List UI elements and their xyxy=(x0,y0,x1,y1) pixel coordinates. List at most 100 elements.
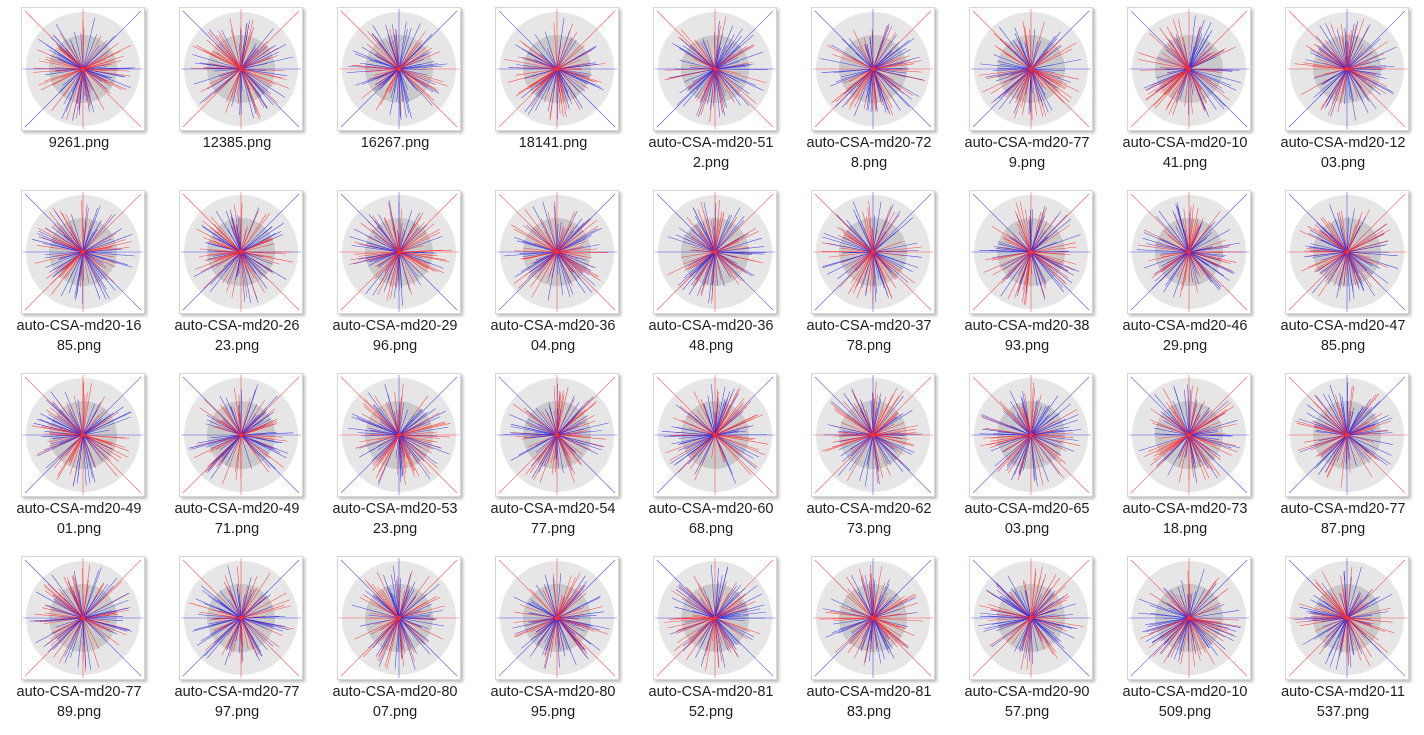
file-item[interactable]: auto-CSA-md20-47 85.png xyxy=(1264,183,1422,363)
image-thumbnail[interactable] xyxy=(21,556,145,680)
image-thumbnail[interactable] xyxy=(179,556,303,680)
file-name-label[interactable]: auto-CSA-md20-81 52.png xyxy=(634,682,788,722)
file-name-label[interactable]: 18141.png xyxy=(476,133,630,153)
file-item[interactable]: 12385.png xyxy=(158,0,316,180)
image-thumbnail[interactable] xyxy=(1127,556,1251,680)
image-thumbnail[interactable] xyxy=(21,190,145,314)
file-item[interactable]: auto-CSA-md20-37 78.png xyxy=(790,183,948,363)
image-thumbnail[interactable] xyxy=(969,7,1093,131)
file-name-label[interactable]: auto-CSA-md20-72 8.png xyxy=(792,133,946,173)
file-item[interactable]: auto-CSA-md20-36 04.png xyxy=(474,183,632,363)
file-item[interactable]: auto-CSA-md20-38 93.png xyxy=(948,183,1106,363)
image-thumbnail[interactable] xyxy=(179,190,303,314)
file-item[interactable]: auto-CSA-md20-49 71.png xyxy=(158,366,316,546)
file-item[interactable]: auto-CSA-md20-36 48.png xyxy=(632,183,790,363)
image-thumbnail[interactable] xyxy=(179,7,303,131)
file-name-label[interactable]: auto-CSA-md20-37 78.png xyxy=(792,316,946,356)
image-thumbnail[interactable] xyxy=(21,7,145,131)
file-item[interactable]: auto-CSA-md20-81 83.png xyxy=(790,549,948,729)
file-name-label[interactable]: auto-CSA-md20-80 95.png xyxy=(476,682,630,722)
file-name-label[interactable]: 12385.png xyxy=(160,133,314,153)
file-name-label[interactable]: auto-CSA-md20-26 23.png xyxy=(160,316,314,356)
image-thumbnail[interactable] xyxy=(811,556,935,680)
file-item[interactable]: 9261.png xyxy=(0,0,158,180)
file-name-label[interactable]: auto-CSA-md20-36 48.png xyxy=(634,316,788,356)
file-name-label[interactable]: auto-CSA-md20-54 77.png xyxy=(476,499,630,539)
image-thumbnail[interactable] xyxy=(1127,7,1251,131)
image-thumbnail[interactable] xyxy=(1285,373,1409,497)
image-thumbnail[interactable] xyxy=(969,190,1093,314)
file-name-label[interactable]: auto-CSA-md20-29 96.png xyxy=(318,316,472,356)
file-item[interactable]: auto-CSA-md20-77 89.png xyxy=(0,549,158,729)
file-item[interactable]: auto-CSA-md20-77 87.png xyxy=(1264,366,1422,546)
file-item[interactable]: auto-CSA-md20-11 537.png xyxy=(1264,549,1422,729)
file-item[interactable]: auto-CSA-md20-10 41.png xyxy=(1106,0,1264,180)
file-item[interactable]: 16267.png xyxy=(316,0,474,180)
file-item[interactable]: auto-CSA-md20-12 03.png xyxy=(1264,0,1422,180)
image-thumbnail[interactable] xyxy=(653,7,777,131)
file-name-label[interactable]: auto-CSA-md20-16 85.png xyxy=(2,316,156,356)
image-thumbnail[interactable] xyxy=(337,190,461,314)
file-name-label[interactable]: auto-CSA-md20-77 87.png xyxy=(1266,499,1420,539)
image-thumbnail[interactable] xyxy=(21,373,145,497)
file-item[interactable]: 18141.png xyxy=(474,0,632,180)
image-thumbnail[interactable] xyxy=(337,373,461,497)
image-thumbnail[interactable] xyxy=(495,556,619,680)
image-thumbnail[interactable] xyxy=(179,373,303,497)
file-item[interactable]: auto-CSA-md20-54 77.png xyxy=(474,366,632,546)
file-item[interactable]: auto-CSA-md20-10 509.png xyxy=(1106,549,1264,729)
file-item[interactable]: auto-CSA-md20-51 2.png xyxy=(632,0,790,180)
file-item[interactable]: auto-CSA-md20-80 07.png xyxy=(316,549,474,729)
image-thumbnail[interactable] xyxy=(1285,556,1409,680)
file-item[interactable]: auto-CSA-md20-73 18.png xyxy=(1106,366,1264,546)
file-item[interactable]: auto-CSA-md20-65 03.png xyxy=(948,366,1106,546)
image-thumbnail[interactable] xyxy=(653,190,777,314)
file-name-label[interactable]: auto-CSA-md20-47 85.png xyxy=(1266,316,1420,356)
file-name-label[interactable]: auto-CSA-md20-11 537.png xyxy=(1266,682,1420,722)
file-name-label[interactable]: auto-CSA-md20-51 2.png xyxy=(634,133,788,173)
file-item[interactable]: auto-CSA-md20-53 23.png xyxy=(316,366,474,546)
file-name-label[interactable]: auto-CSA-md20-73 18.png xyxy=(1108,499,1262,539)
image-thumbnail[interactable] xyxy=(495,373,619,497)
file-name-label[interactable]: auto-CSA-md20-77 89.png xyxy=(2,682,156,722)
file-item[interactable]: auto-CSA-md20-16 85.png xyxy=(0,183,158,363)
file-name-label[interactable]: auto-CSA-md20-77 97.png xyxy=(160,682,314,722)
image-thumbnail[interactable] xyxy=(811,190,935,314)
file-item[interactable]: auto-CSA-md20-60 68.png xyxy=(632,366,790,546)
file-name-label[interactable]: 16267.png xyxy=(318,133,472,153)
file-item[interactable]: auto-CSA-md20-29 96.png xyxy=(316,183,474,363)
file-item[interactable]: auto-CSA-md20-80 95.png xyxy=(474,549,632,729)
file-name-label[interactable]: auto-CSA-md20-77 9.png xyxy=(950,133,1104,173)
image-thumbnail[interactable] xyxy=(653,373,777,497)
file-item[interactable]: auto-CSA-md20-26 23.png xyxy=(158,183,316,363)
file-name-label[interactable]: auto-CSA-md20-12 03.png xyxy=(1266,133,1420,173)
file-item[interactable]: auto-CSA-md20-62 73.png xyxy=(790,366,948,546)
file-item[interactable]: auto-CSA-md20-72 8.png xyxy=(790,0,948,180)
file-item[interactable]: auto-CSA-md20-77 9.png xyxy=(948,0,1106,180)
file-name-label[interactable]: auto-CSA-md20-81 83.png xyxy=(792,682,946,722)
image-thumbnail[interactable] xyxy=(495,7,619,131)
image-thumbnail[interactable] xyxy=(1285,190,1409,314)
image-thumbnail[interactable] xyxy=(653,556,777,680)
image-thumbnail[interactable] xyxy=(811,7,935,131)
image-thumbnail[interactable] xyxy=(1127,373,1251,497)
image-thumbnail[interactable] xyxy=(969,373,1093,497)
file-name-label[interactable]: 9261.png xyxy=(2,133,156,153)
file-item[interactable]: auto-CSA-md20-81 52.png xyxy=(632,549,790,729)
file-name-label[interactable]: auto-CSA-md20-80 07.png xyxy=(318,682,472,722)
image-thumbnail[interactable] xyxy=(1127,190,1251,314)
image-thumbnail[interactable] xyxy=(811,373,935,497)
file-name-label[interactable]: auto-CSA-md20-10 41.png xyxy=(1108,133,1262,173)
file-name-label[interactable]: auto-CSA-md20-49 01.png xyxy=(2,499,156,539)
file-name-label[interactable]: auto-CSA-md20-38 93.png xyxy=(950,316,1104,356)
file-name-label[interactable]: auto-CSA-md20-46 29.png xyxy=(1108,316,1262,356)
image-thumbnail[interactable] xyxy=(337,556,461,680)
file-item[interactable]: auto-CSA-md20-90 57.png xyxy=(948,549,1106,729)
file-name-label[interactable]: auto-CSA-md20-53 23.png xyxy=(318,499,472,539)
file-item[interactable]: auto-CSA-md20-46 29.png xyxy=(1106,183,1264,363)
file-item[interactable]: auto-CSA-md20-49 01.png xyxy=(0,366,158,546)
file-name-label[interactable]: auto-CSA-md20-10 509.png xyxy=(1108,682,1262,722)
file-name-label[interactable]: auto-CSA-md20-49 71.png xyxy=(160,499,314,539)
file-name-label[interactable]: auto-CSA-md20-60 68.png xyxy=(634,499,788,539)
image-thumbnail[interactable] xyxy=(337,7,461,131)
